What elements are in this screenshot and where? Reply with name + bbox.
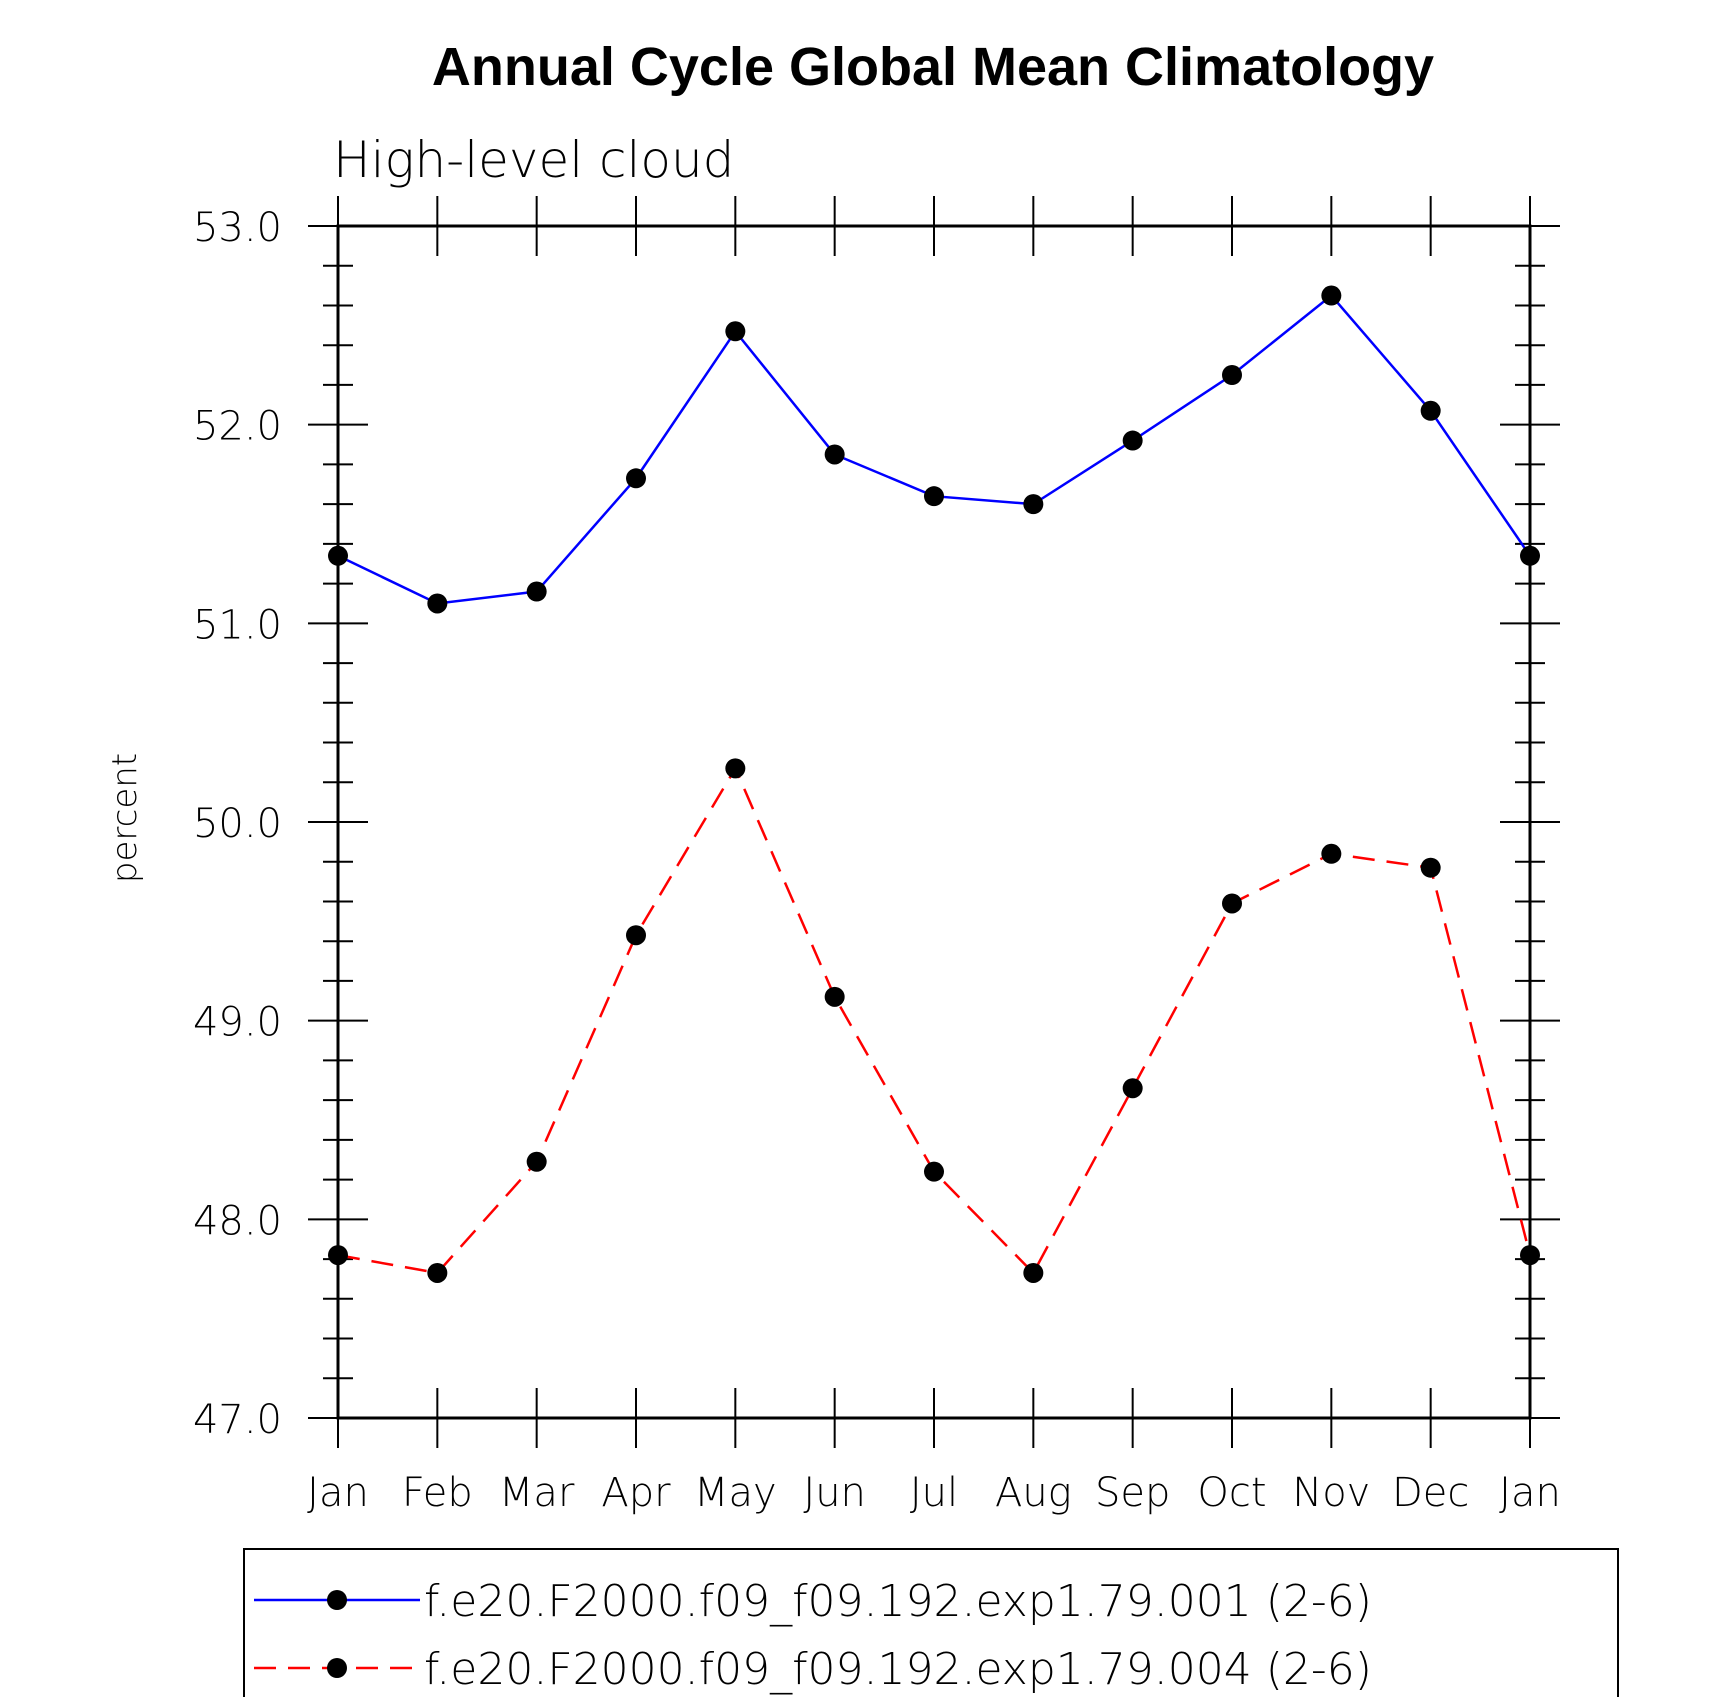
data-point <box>924 1161 944 1182</box>
x-tick-label: Dec <box>1392 1470 1469 1516</box>
legend-marker-2 <box>327 1658 347 1678</box>
legend: f.e20.F2000.f09_f09.192.exp1.79.001 (2-6… <box>243 1548 1619 1697</box>
x-tick-label: Mar <box>499 1470 575 1516</box>
x-tick-label: Nov <box>1292 1470 1370 1516</box>
data-point <box>328 545 348 566</box>
x-tick-label: Apr <box>601 1470 671 1516</box>
plot-frame <box>336 224 1532 1420</box>
data-point <box>427 593 448 614</box>
data-point <box>824 986 845 1007</box>
data-point <box>328 1245 348 1266</box>
legend-label-1: f.e20.F2000.f09_f09.192.exp1.79.001 (2-6… <box>424 1576 1372 1627</box>
chart-subtitle: High-level cloud <box>333 131 734 189</box>
legend-label-2: f.e20.F2000.f09_f09.192.exp1.79.004 (2-6… <box>424 1644 1372 1695</box>
data-point <box>1520 545 1540 566</box>
x-tick-label: Sep <box>1095 1470 1170 1516</box>
x-tick-label: Feb <box>402 1470 473 1516</box>
x-tick-label: Oct <box>1197 1470 1266 1516</box>
y-tick-label: 51.0 <box>193 602 282 648</box>
y-axis-label: percent <box>105 753 145 883</box>
data-point <box>924 486 944 507</box>
x-tick-label: Jul <box>910 1470 958 1516</box>
data-point <box>1520 1245 1540 1266</box>
legend-marker-1 <box>327 1590 347 1610</box>
series-2 <box>328 758 1540 1283</box>
x-tick-label: Aug <box>995 1470 1072 1516</box>
data-point <box>1420 400 1441 421</box>
y-tick-label: 48.0 <box>193 1198 282 1244</box>
data-point <box>1321 285 1342 306</box>
data-point <box>427 1262 448 1283</box>
data-point <box>725 321 746 342</box>
y-tick-label: 53.0 <box>193 205 282 251</box>
data-point <box>1023 494 1044 515</box>
axes: 47.0 48.0 49.0 50.0 51.0 52.0 53.0 Jan Feb Mar Apr… <box>193 196 1561 1516</box>
data-point <box>725 758 746 779</box>
x-tick-label: Jun <box>803 1470 866 1516</box>
data-point <box>1023 1262 1044 1283</box>
data-point <box>526 581 547 602</box>
x-tick-label: Jan <box>307 1470 369 1516</box>
legend-box <box>243 1548 1619 1697</box>
data-point <box>1122 1078 1143 1099</box>
x-tick-label: May <box>694 1470 777 1516</box>
y-tick-label: 47.0 <box>193 1397 282 1443</box>
series-line <box>337 765 1532 1276</box>
data-point <box>526 1151 547 1172</box>
y-tick-label: 52.0 <box>193 404 282 450</box>
y-tick-label: 50.0 <box>193 801 282 847</box>
data-point <box>1420 857 1441 878</box>
series-1 <box>328 285 1540 614</box>
data-point <box>1122 430 1143 451</box>
data-point <box>1321 843 1342 864</box>
data-point <box>626 925 646 946</box>
plot-series <box>328 285 1540 1283</box>
chart-title: Annual Cycle Global Mean Climatology <box>432 37 1434 97</box>
data-point <box>824 444 845 465</box>
series-line <box>337 293 1532 605</box>
x-tick-label: Jan <box>1499 1470 1561 1516</box>
data-point <box>626 468 646 489</box>
y-tick-label: 49.0 <box>193 1000 282 1046</box>
data-point <box>1222 893 1242 914</box>
data-point <box>1222 365 1242 385</box>
